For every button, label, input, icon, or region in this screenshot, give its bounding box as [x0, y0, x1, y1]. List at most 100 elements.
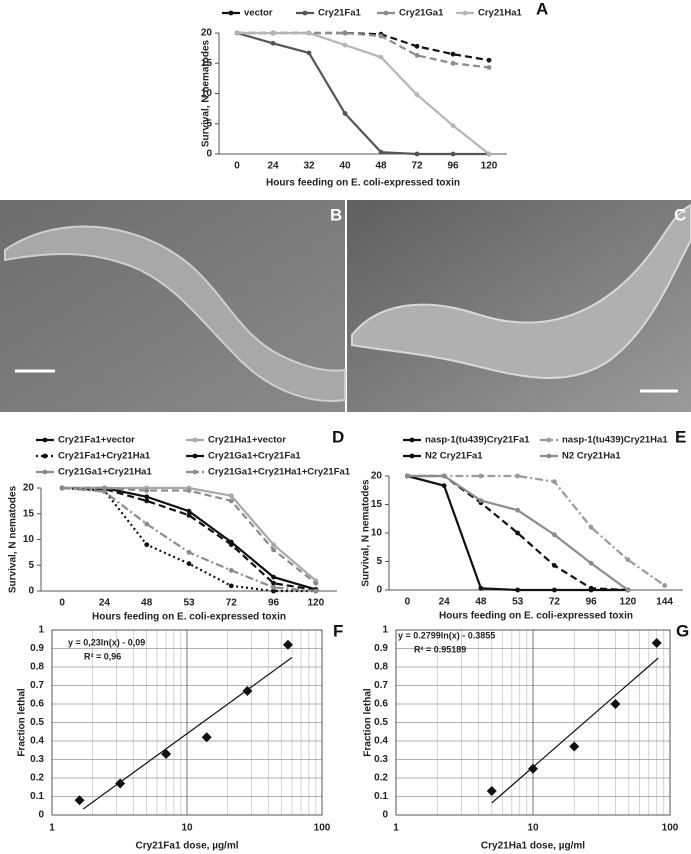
legend-label: Cry21Ga1+Cry21Ha1 [58, 467, 152, 478]
y-tick-label: 15 [371, 499, 383, 510]
point [551, 532, 557, 538]
point [450, 60, 456, 66]
point [404, 473, 410, 479]
x-tick-label: 144 [656, 597, 673, 608]
legend-label: nasp-1(tu439)Cry21Ha1 [562, 435, 668, 446]
point [102, 485, 107, 491]
y-tick-label: 0.7 [30, 680, 44, 691]
legend-marker [383, 10, 389, 16]
panel-label: B [330, 205, 342, 224]
point [271, 574, 276, 580]
point [115, 778, 126, 789]
series-line [236, 31, 489, 156]
y-tick-label: 0.7 [374, 680, 388, 691]
point [378, 149, 384, 155]
x-tick-label: 40 [339, 161, 351, 172]
y-tick-label: 0 [38, 810, 44, 821]
y-tick-label: 0.3 [374, 754, 388, 765]
x-tick-label: 72 [549, 597, 561, 608]
point [144, 521, 150, 527]
point [306, 30, 312, 36]
x-tick-label: 0 [405, 597, 411, 608]
point [271, 580, 276, 586]
x-tick-label: 48 [375, 161, 387, 172]
y-tick-label: 0.2 [30, 773, 44, 784]
legend-label: nasp-1(tu439)Cry21Fa1 [425, 435, 530, 446]
point [342, 42, 348, 48]
point [201, 732, 212, 743]
x-tick-label: 24 [267, 161, 279, 172]
point [271, 547, 276, 553]
y-tick-label: 20 [201, 28, 213, 39]
x-tick-label: 24 [99, 598, 111, 609]
y-tick-label: 10 [201, 88, 213, 99]
micrograph-c: C [347, 200, 691, 412]
y-axis-label: Fraction lethal [17, 688, 28, 757]
point [662, 583, 668, 588]
series-line [62, 486, 317, 585]
point [228, 583, 234, 589]
point [450, 51, 456, 57]
legend-marker [42, 469, 48, 475]
x-tick-label: 48 [141, 598, 153, 609]
x-tick-label: 120 [620, 597, 637, 608]
x-tick-label: 53 [183, 598, 195, 609]
micrograph-b: B [0, 200, 346, 412]
x-axis-label: Cry21Fa1 dose, µg/ml [135, 841, 238, 852]
point [59, 485, 65, 491]
point [313, 588, 319, 594]
panel-label: A [536, 0, 548, 18]
panel-label: F [333, 621, 343, 640]
point [186, 488, 192, 493]
series-line [62, 486, 317, 592]
point [271, 542, 276, 548]
point [270, 40, 276, 46]
y-tick-label: 0.1 [374, 791, 388, 802]
point [486, 57, 492, 63]
x-tick-label: 24 [439, 597, 451, 608]
y-axis-label: Survival, N nematodes [201, 39, 212, 147]
x-tick-label: 120 [308, 598, 325, 609]
legend-marker [546, 437, 552, 443]
x-tick-label: 1 [393, 823, 399, 834]
point [102, 489, 107, 495]
point [478, 473, 484, 479]
series-line [237, 31, 490, 155]
x-axis-label: Cry21Ha1 dose, µg/ml [481, 841, 585, 852]
panel-label: G [676, 621, 689, 640]
legend-label: Cry21Fa1+Cry21Ha1 [58, 451, 151, 462]
y-tick-label: 0.8 [30, 662, 44, 673]
y-tick-label: 0 [382, 810, 388, 821]
legend-label: Cry21Ga1+Cry21Fa1 [208, 451, 301, 462]
point [342, 30, 348, 36]
point [228, 568, 234, 573]
y-tick-label: 0 [206, 149, 212, 160]
legend-marker [192, 469, 198, 475]
point [270, 30, 276, 36]
point [186, 508, 192, 514]
x-tick-label: 10 [181, 823, 193, 834]
point [515, 530, 521, 536]
point [414, 151, 420, 157]
x-tick-label: 96 [268, 598, 280, 609]
series-line [237, 31, 490, 69]
point [144, 488, 150, 493]
point [478, 585, 484, 591]
point [378, 33, 384, 39]
point [271, 584, 276, 590]
panel-label: D [332, 427, 344, 446]
point [283, 639, 294, 650]
legend-marker [546, 453, 552, 459]
point [441, 483, 447, 489]
legend-label: Cry21Fa1 [318, 8, 361, 19]
point [414, 92, 420, 98]
x-tick-label: 0 [234, 161, 240, 172]
y-tick-label: 10 [23, 534, 35, 545]
legend-marker [42, 453, 48, 459]
y-tick-label: 5 [376, 556, 382, 567]
legend-label: Cry21Fa1+vector [58, 435, 135, 446]
point [144, 542, 150, 548]
y-tick-label: 5 [206, 118, 212, 129]
legend-marker [192, 453, 198, 459]
